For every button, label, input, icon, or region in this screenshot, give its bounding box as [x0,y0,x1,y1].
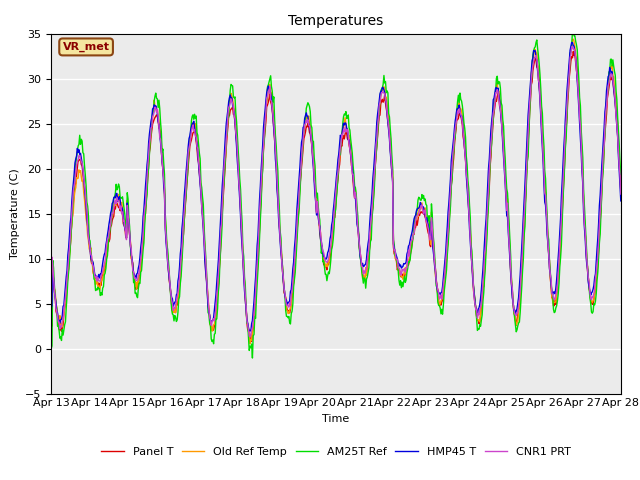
Line: AM25T Ref: AM25T Ref [51,29,621,358]
CNR1 PRT [406,243,414,249]
Panel T [423,222,431,228]
Old Ref Temp [617,188,625,193]
Old Ref Temp [47,332,55,338]
AM25T Ref [58,337,65,343]
CNR1 PRT [47,314,55,320]
Line: HMP45 T: HMP45 T [51,42,621,331]
HMP45 T [568,39,575,45]
CNR1 PRT [58,324,65,330]
Title: Temperatures: Temperatures [289,14,383,28]
HMP45 T [406,238,414,244]
Line: Old Ref Temp: Old Ref Temp [51,39,621,344]
Line: CNR1 PRT: CNR1 PRT [51,47,621,336]
Panel T [204,299,212,304]
Text: VR_met: VR_met [63,42,109,52]
Old Ref Temp [406,252,414,258]
Old Ref Temp [570,36,577,42]
Old Ref Temp [58,321,65,326]
Panel T [116,208,124,214]
Old Ref Temp [174,296,182,302]
AM25T Ref [423,203,431,208]
X-axis label: Time: Time [323,414,349,424]
Panel T [248,338,255,344]
HMP45 T [58,316,65,322]
CNR1 PRT [116,206,124,212]
Panel T [58,328,65,334]
AM25T Ref [204,310,212,315]
CNR1 PRT [617,191,625,197]
CNR1 PRT [246,334,254,339]
Y-axis label: Temperature (C): Temperature (C) [10,168,20,259]
CNR1 PRT [204,296,212,302]
Panel T [617,188,625,193]
Panel T [406,253,414,259]
HMP45 T [47,305,55,311]
HMP45 T [247,328,255,334]
HMP45 T [116,197,124,203]
CNR1 PRT [423,220,431,226]
Old Ref Temp [204,295,212,301]
HMP45 T [423,215,431,221]
Legend: Panel T, Old Ref Temp, AM25T Ref, HMP45 T, CNR1 PRT: Panel T, Old Ref Temp, AM25T Ref, HMP45 … [97,443,575,461]
Old Ref Temp [116,200,124,205]
AM25T Ref [617,172,625,178]
Panel T [47,319,55,324]
AM25T Ref [570,26,577,32]
Old Ref Temp [246,341,254,347]
HMP45 T [174,278,182,284]
AM25T Ref [406,257,414,263]
CNR1 PRT [568,44,576,49]
Panel T [174,296,182,302]
Panel T [570,48,577,54]
CNR1 PRT [174,289,182,295]
AM25T Ref [116,194,124,200]
Old Ref Temp [423,215,431,220]
HMP45 T [617,198,625,204]
HMP45 T [204,303,212,309]
Line: Panel T: Panel T [51,51,621,341]
AM25T Ref [174,309,182,315]
AM25T Ref [248,355,256,361]
AM25T Ref [47,346,55,351]
